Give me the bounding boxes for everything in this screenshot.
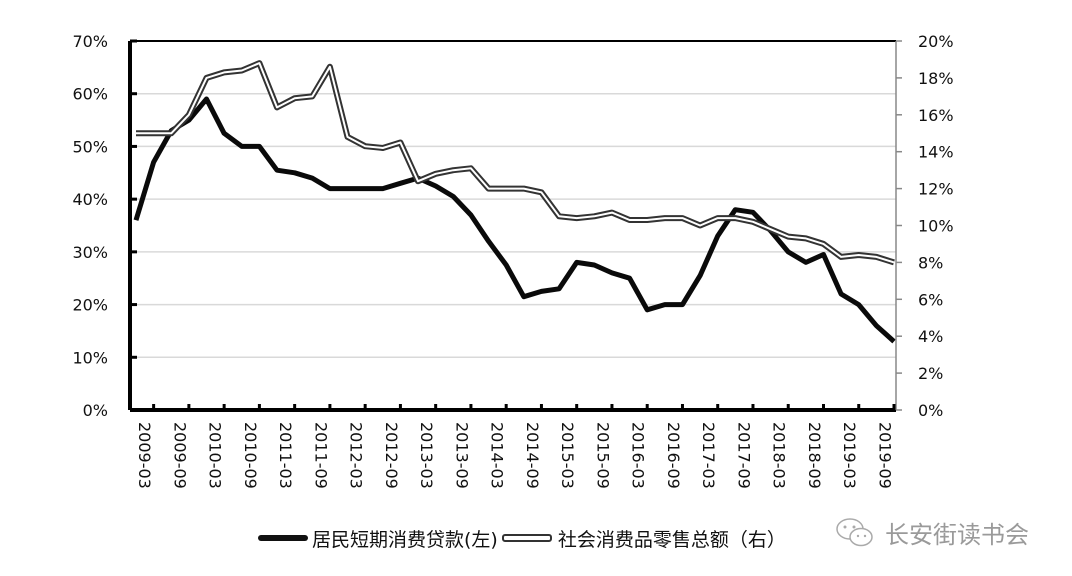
x-axis-tick-label: 2010-03 xyxy=(206,422,225,489)
left-axis-tick-label: 60% xyxy=(72,85,108,104)
watermark: 长安街读书会 xyxy=(835,515,1029,550)
x-axis-tick-label: 2019-03 xyxy=(840,422,859,489)
legend-swatch-retail-sales xyxy=(501,534,552,542)
right-axis-tick-label: 20% xyxy=(918,32,954,51)
x-axis-tick-label: 2011-03 xyxy=(276,422,295,489)
x-axis-tick-label: 2013-03 xyxy=(417,422,436,489)
right-axis-tick-label: 10% xyxy=(918,217,954,236)
watermark-text: 长安街读书会 xyxy=(885,521,1029,549)
left-y-axis-labels: 0% 10% 20% 30% 40% 50% 60% 70% xyxy=(72,32,108,420)
gridlines xyxy=(130,92,896,359)
left-axis-tick-label: 40% xyxy=(72,190,108,209)
x-axis-tick-label: 2018-09 xyxy=(805,422,824,489)
x-axis-tick-label: 2014-03 xyxy=(488,422,507,489)
right-y-axis-labels: 0% 2% 4% 6% 8% 10% 12% 14% 16% 18% 20% xyxy=(918,32,954,420)
legend-label-consumer-loans: 居民短期消费贷款(左) xyxy=(312,528,498,551)
chart-canvas: 0% 10% 20% 30% 40% 50% 60% 70% 0% 2% 4% 6% 8% 10% 12%… xyxy=(72,32,954,489)
series-retail-sales xyxy=(136,62,895,264)
x-axis-tick-label: 2013-09 xyxy=(452,422,471,489)
x-axis-tick-label: 2017-03 xyxy=(699,422,718,489)
right-axis-tick-label: 14% xyxy=(918,143,954,162)
left-axis-tick-label: 30% xyxy=(72,243,108,262)
left-axis-tick-label: 50% xyxy=(72,137,108,156)
right-axis-tick-label: 2% xyxy=(918,364,943,383)
left-axis-tick-label: 0% xyxy=(83,401,108,420)
x-axis-tick-label: 2019-09 xyxy=(875,422,894,489)
right-axis-tick-label: 6% xyxy=(918,290,943,309)
right-axis-tick-label: 18% xyxy=(918,69,954,88)
x-axis-labels: 2009-03 2009-09 2010-03 2010-09 2011-03 2011-… xyxy=(135,422,894,489)
right-axis-tick-label: 16% xyxy=(918,106,954,125)
x-axis-tick-label: 2009-09 xyxy=(170,422,189,489)
x-axis-tick-label: 2016-03 xyxy=(629,422,648,489)
x-axis-tick-label: 2012-09 xyxy=(382,422,401,489)
axes xyxy=(128,39,902,412)
legend-label-retail-sales: 社会消费品零售总额（右） xyxy=(557,528,786,551)
left-axis-tick-label: 10% xyxy=(72,348,108,367)
right-axis-tick-label: 12% xyxy=(918,180,954,199)
x-axis-tick-label: 2015-03 xyxy=(558,422,577,489)
x-axis-tick-label: 2016-09 xyxy=(664,422,683,489)
x-axis-tick-label: 2009-03 xyxy=(135,422,154,489)
x-axis-tick-label: 2018-03 xyxy=(770,422,789,489)
legend: 居民短期消费贷款(左) 社会消费品零售总额（右） xyxy=(258,524,786,552)
x-axis-tick-label: 2011-09 xyxy=(311,422,330,489)
right-axis-tick-label: 4% xyxy=(918,327,943,346)
x-axis-tick-label: 2012-03 xyxy=(347,422,366,489)
right-axis-tick-label: 8% xyxy=(918,253,943,272)
x-axis-tick-label: 2010-09 xyxy=(241,422,260,489)
x-axis-tick-label: 2017-09 xyxy=(734,422,753,489)
legend-swatch-consumer-loans xyxy=(258,535,308,541)
left-axis-tick-label: 70% xyxy=(72,32,108,51)
x-axis-tick-label: 2014-09 xyxy=(523,422,542,489)
data-series xyxy=(133,60,896,344)
wechat-icon xyxy=(836,517,873,546)
right-axis-tick-label: 0% xyxy=(918,401,943,420)
left-axis-tick-label: 20% xyxy=(72,296,108,315)
x-axis-tick-label: 2015-09 xyxy=(593,422,612,489)
